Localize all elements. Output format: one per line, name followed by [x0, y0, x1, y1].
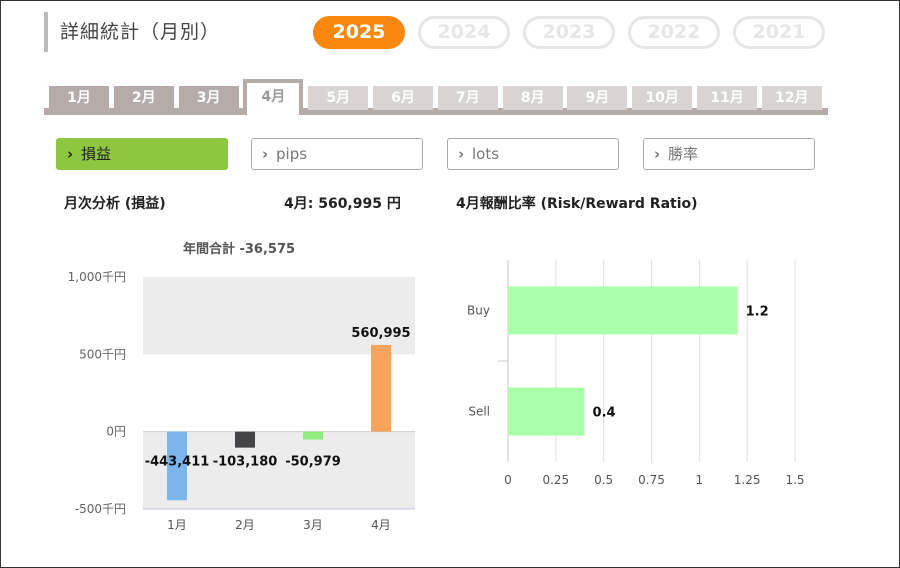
grid-band: [143, 431, 415, 509]
x-tick-label: 0.75: [638, 473, 665, 487]
chevron-right-icon: ›: [262, 145, 269, 163]
risk-reward-chart: 0 0.25 0.5 0.75 1 1.25 1.5 1.2 Buy 0.4 Sell: [467, 260, 805, 487]
data-label-1: -443,411: [145, 455, 210, 470]
x-tick-label: 4月: [371, 518, 391, 532]
x-tick-label: 0.25: [542, 473, 569, 487]
x-tick-label: 1.25: [734, 473, 761, 487]
month-total-label: 4月: 560,995 円: [284, 196, 401, 212]
year-tab-2024[interactable]: 2024: [418, 16, 510, 49]
month-tab-7: 7月: [437, 86, 498, 110]
year-tab-2022[interactable]: 2022: [628, 16, 720, 49]
bar-4: [371, 344, 391, 432]
x-tick-label: 1: [696, 473, 704, 487]
month-tab-3[interactable]: 3月: [178, 86, 239, 110]
y-tick-label: 0円: [106, 425, 126, 439]
metric-button-4[interactable]: › 勝率: [643, 138, 815, 170]
y-tick-label: Sell: [468, 405, 490, 419]
x-tick-label: 0.5: [594, 473, 613, 487]
year-tab-2021[interactable]: 2021: [733, 16, 825, 49]
year-tab-2023[interactable]: 2023: [523, 16, 615, 49]
data-label-buy: 1.2: [746, 305, 769, 320]
metric-button-2[interactable]: › pips: [251, 138, 423, 170]
x-tick-label: 2月: [235, 518, 255, 532]
month-tab-1[interactable]: 1月: [49, 86, 109, 110]
page-title: 詳細統計（月別）: [44, 12, 220, 52]
bar-3: [303, 431, 323, 440]
metric-button-label: 勝率: [668, 145, 699, 163]
x-tick-label: 1月: [167, 518, 187, 532]
y-tick-label: 500千円: [79, 347, 126, 361]
x-tick-label: 3月: [303, 518, 323, 532]
y-tick-label: Buy: [467, 304, 490, 318]
chevron-right-icon: ›: [458, 145, 465, 163]
grid-band: [143, 277, 415, 355]
bar-1: [167, 431, 187, 501]
chevron-right-icon: ›: [67, 145, 74, 163]
y-tick-label: -500千円: [75, 502, 126, 516]
year-tab-2025[interactable]: 2025: [313, 16, 405, 49]
bar-2: [235, 431, 255, 448]
month-tab-8: 8月: [502, 86, 563, 110]
metric-button-1[interactable]: › 損益: [56, 138, 228, 170]
month-tab-9: 9月: [567, 86, 628, 110]
chart-title: 年間合計 -36,575: [183, 241, 295, 257]
x-tick-label: 1.5: [785, 473, 804, 487]
month-tab-6: 6月: [373, 86, 433, 110]
data-label-4: 560,995: [351, 326, 410, 341]
monthly-analysis-label: 月次分析 (損益): [64, 196, 166, 212]
bar-buy: [508, 286, 738, 335]
data-label-3: -50,979: [285, 455, 341, 470]
month-tab-2[interactable]: 2月: [113, 86, 174, 110]
bar-sell: [508, 387, 585, 436]
month-tab-12: 12月: [761, 86, 822, 110]
metric-button-3[interactable]: › lots: [447, 138, 619, 170]
metric-button-label: pips: [276, 145, 308, 163]
chevron-right-icon: ›: [654, 145, 661, 163]
x-tick-label: 0: [504, 473, 512, 487]
monthly-pnl-chart: 年間合計 -36,575 1,000千円 500千円 0円 -500千円 -443,411…: [68, 241, 415, 532]
month-tab-5: 5月: [308, 86, 369, 110]
data-label-sell: 0.4: [593, 406, 616, 421]
data-label-2: -103,180: [213, 455, 278, 470]
month-tab-4[interactable]: 4月: [243, 79, 304, 115]
metric-button-label: 損益: [81, 145, 112, 163]
metric-button-label: lots: [472, 145, 500, 163]
month-tab-10: 10月: [632, 86, 693, 110]
y-tick-label: 1,000千円: [68, 270, 126, 284]
rr-title: 4月報酬比率 (Risk/Reward Ratio): [456, 196, 698, 212]
month-tab-11: 11月: [697, 86, 757, 110]
month-tab-bar: [44, 108, 828, 115]
